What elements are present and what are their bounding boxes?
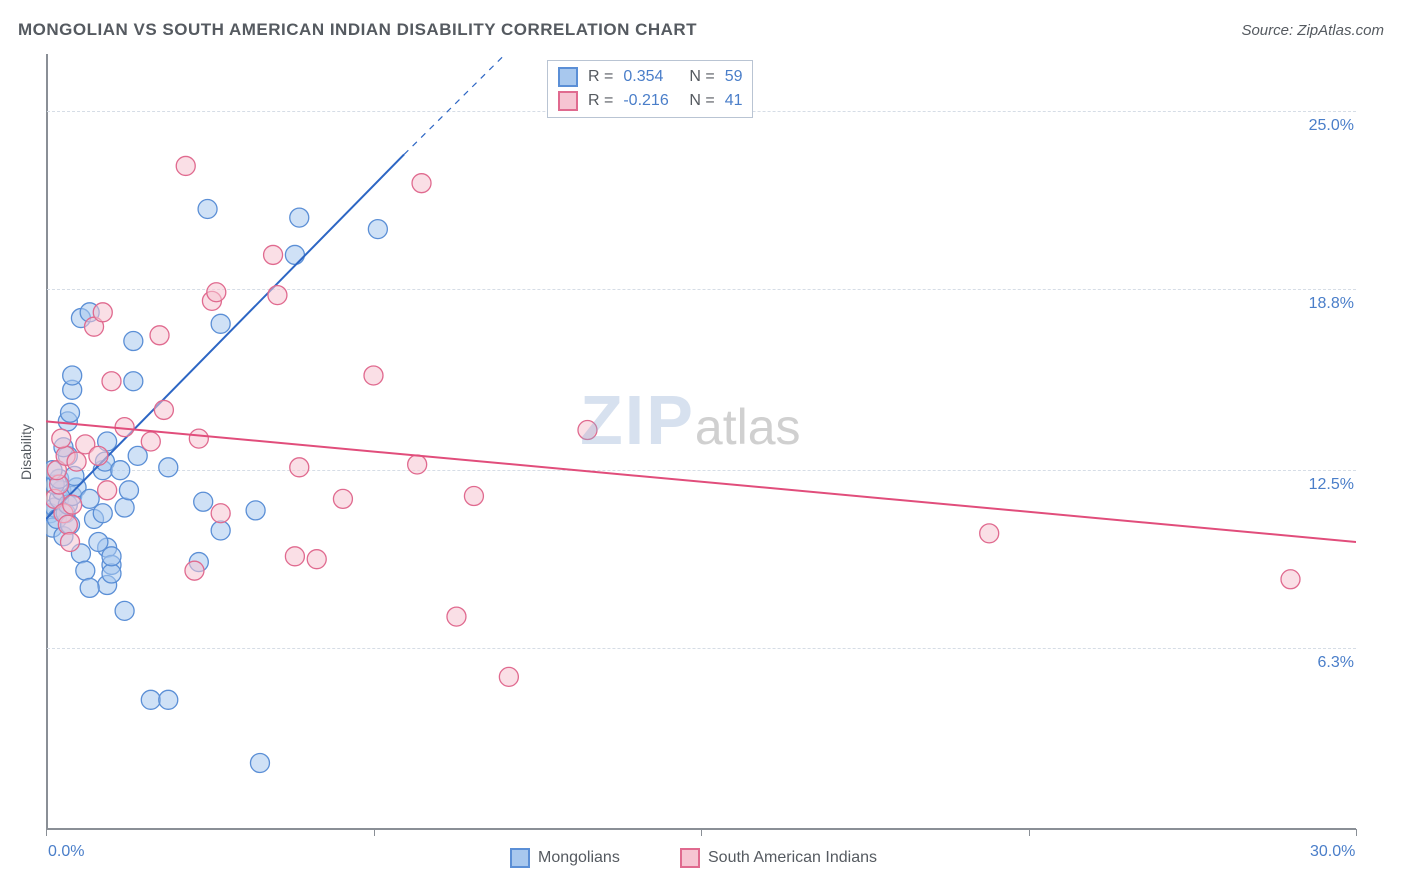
scatter-point — [290, 208, 309, 227]
scatter-point — [980, 524, 999, 543]
scatter-point — [412, 174, 431, 193]
n-value: 59 — [725, 68, 743, 86]
scatter-point — [63, 495, 82, 514]
scatter-point — [76, 561, 95, 580]
regression-line — [46, 421, 1356, 542]
scatter-point — [211, 314, 230, 333]
scatter-point — [285, 245, 304, 264]
scatter-point — [61, 532, 80, 551]
scatter-point — [290, 458, 309, 477]
scatter-point — [124, 332, 143, 351]
scatter-point — [194, 492, 213, 511]
x-tick-label: 30.0% — [1310, 843, 1355, 861]
source-attribution: Source: ZipAtlas.com — [1241, 22, 1384, 39]
legend-swatch-icon — [510, 848, 530, 868]
scatter-svg — [46, 54, 1356, 829]
stats-row: R = -0.216 N = 41 — [558, 89, 742, 113]
r-label: R = — [588, 92, 613, 110]
x-tick-label: 0.0% — [48, 843, 84, 861]
scatter-point — [285, 547, 304, 566]
scatter-point — [61, 403, 80, 422]
scatter-point — [141, 432, 160, 451]
x-tick — [1029, 829, 1030, 836]
scatter-point — [250, 753, 269, 772]
scatter-point — [102, 564, 121, 583]
scatter-point — [198, 200, 217, 219]
scatter-point — [98, 481, 117, 500]
r-value: 0.354 — [623, 68, 679, 86]
n-label: N = — [689, 92, 714, 110]
r-label: R = — [588, 68, 613, 86]
plot-area: 6.3%12.5%18.8%25.0%0.0%30.0% — [46, 54, 1356, 829]
stats-row: R = 0.354 N = 59 — [558, 65, 742, 89]
scatter-point — [102, 547, 121, 566]
scatter-point — [124, 372, 143, 391]
legend-item: South American Indians — [680, 848, 877, 868]
scatter-point — [464, 487, 483, 506]
scatter-point — [115, 498, 134, 517]
scatter-point — [264, 245, 283, 264]
y-axis-label: Disability — [18, 424, 34, 480]
scatter-point — [150, 326, 169, 345]
scatter-point — [119, 481, 138, 500]
scatter-point — [93, 303, 112, 322]
scatter-point — [102, 372, 121, 391]
scatter-point — [111, 461, 130, 480]
x-tick — [1356, 829, 1357, 836]
chart-title: MONGOLIAN VS SOUTH AMERICAN INDIAN DISAB… — [18, 20, 697, 40]
scatter-point — [447, 607, 466, 626]
legend-item: Mongolians — [510, 848, 620, 868]
scatter-point — [333, 489, 352, 508]
scatter-point — [89, 446, 108, 465]
regression-line-dashed — [404, 54, 505, 154]
scatter-point — [185, 561, 204, 580]
scatter-point — [364, 366, 383, 385]
scatter-point — [268, 286, 287, 305]
correlation-stats-box: R = 0.354 N = 59 R = -0.216 N = 41 — [547, 60, 753, 118]
scatter-point — [159, 690, 178, 709]
legend-swatch-icon — [680, 848, 700, 868]
r-value: -0.216 — [623, 92, 679, 110]
scatter-point — [499, 667, 518, 686]
scatter-point — [189, 429, 208, 448]
scatter-point — [307, 550, 326, 569]
legend-label: Mongolians — [538, 849, 620, 866]
scatter-point — [578, 421, 597, 440]
series-swatch-icon — [558, 67, 578, 87]
scatter-point — [408, 455, 427, 474]
scatter-point — [80, 578, 99, 597]
legend-label: South American Indians — [708, 849, 877, 866]
n-value: 41 — [725, 92, 743, 110]
x-tick — [46, 829, 47, 836]
scatter-point — [211, 521, 230, 540]
scatter-point — [67, 452, 86, 471]
series-swatch-icon — [558, 91, 578, 111]
n-label: N = — [689, 68, 714, 86]
x-tick — [701, 829, 702, 836]
scatter-point — [207, 283, 226, 302]
chart-container: MONGOLIAN VS SOUTH AMERICAN INDIAN DISAB… — [0, 0, 1406, 892]
x-tick — [374, 829, 375, 836]
scatter-point — [141, 690, 160, 709]
scatter-point — [154, 400, 173, 419]
scatter-point — [58, 515, 77, 534]
scatter-point — [1281, 570, 1300, 589]
scatter-point — [246, 501, 265, 520]
scatter-point — [211, 504, 230, 523]
scatter-point — [93, 504, 112, 523]
scatter-point — [176, 156, 195, 175]
scatter-point — [368, 220, 387, 239]
scatter-point — [63, 366, 82, 385]
scatter-point — [52, 429, 71, 448]
scatter-point — [159, 458, 178, 477]
scatter-point — [115, 601, 134, 620]
